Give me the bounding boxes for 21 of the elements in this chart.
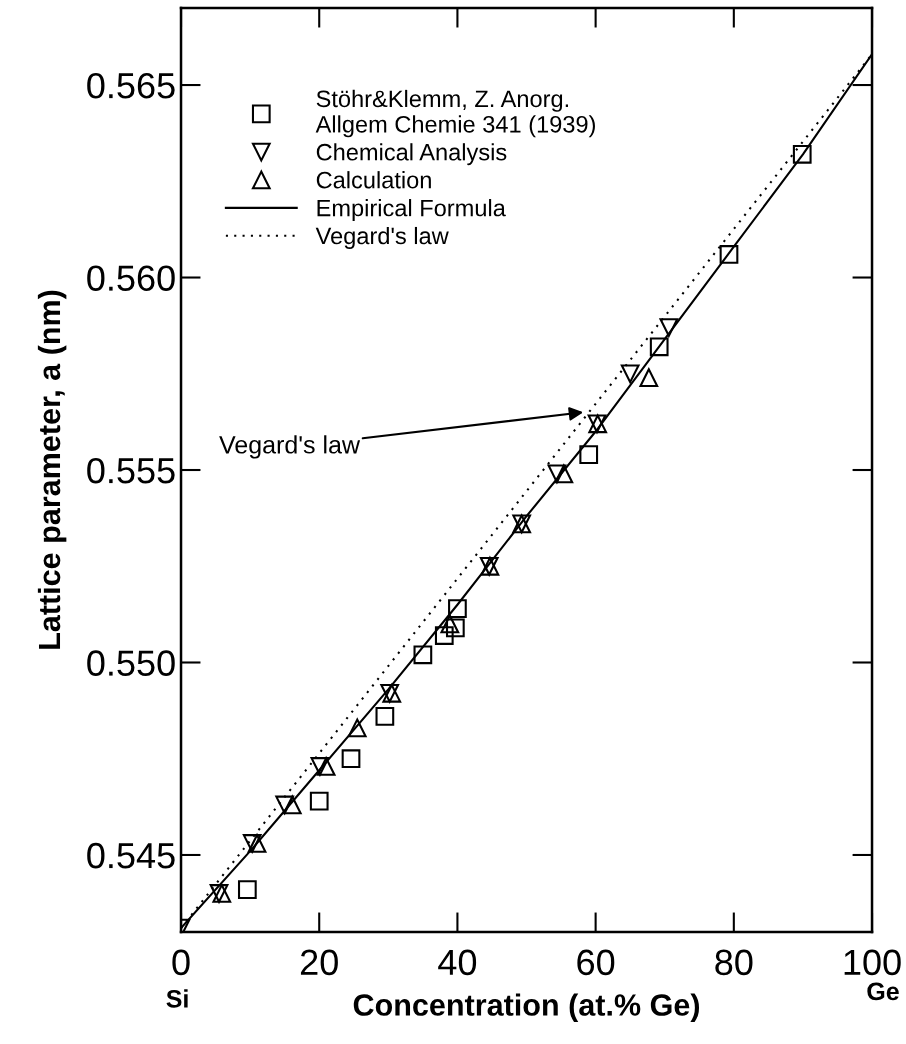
y-tick-label: 0.550 — [87, 650, 175, 676]
legend-label: Chemical Analysis — [316, 143, 507, 166]
x-tick-label: 0 — [172, 949, 190, 976]
text: Ge — [867, 982, 899, 1001]
y-tick-label: 0.565 — [87, 72, 175, 99]
x-tick-label: 60 — [577, 949, 615, 976]
y-axis-title: Lattice parameter, a (nm) — [37, 290, 67, 649]
legend-label: Stöhr&Klemm, Z. Anorg. Allgem Chemie 341 (1939) — [315, 89, 595, 138]
y-tick-label: 0.560 — [87, 265, 175, 291]
x-tick-label: 80 — [715, 949, 753, 976]
x-axis-title: Concentration (at.% Ge) — [353, 993, 700, 1022]
x-tick-label: 100 — [844, 949, 901, 976]
legend-label: Vegard's law — [315, 226, 449, 249]
x-tick-label: 20 — [300, 949, 338, 976]
legend-label: Calculation — [316, 171, 431, 189]
x-tick-label: 40 — [438, 949, 477, 976]
legend-label: Empirical Formula — [317, 199, 506, 222]
text: Si — [166, 989, 188, 1008]
annotation: Vegard's law — [219, 435, 361, 459]
y-tick-label: 0.555 — [87, 457, 175, 484]
y-tick-label: 0.545 — [87, 842, 175, 869]
